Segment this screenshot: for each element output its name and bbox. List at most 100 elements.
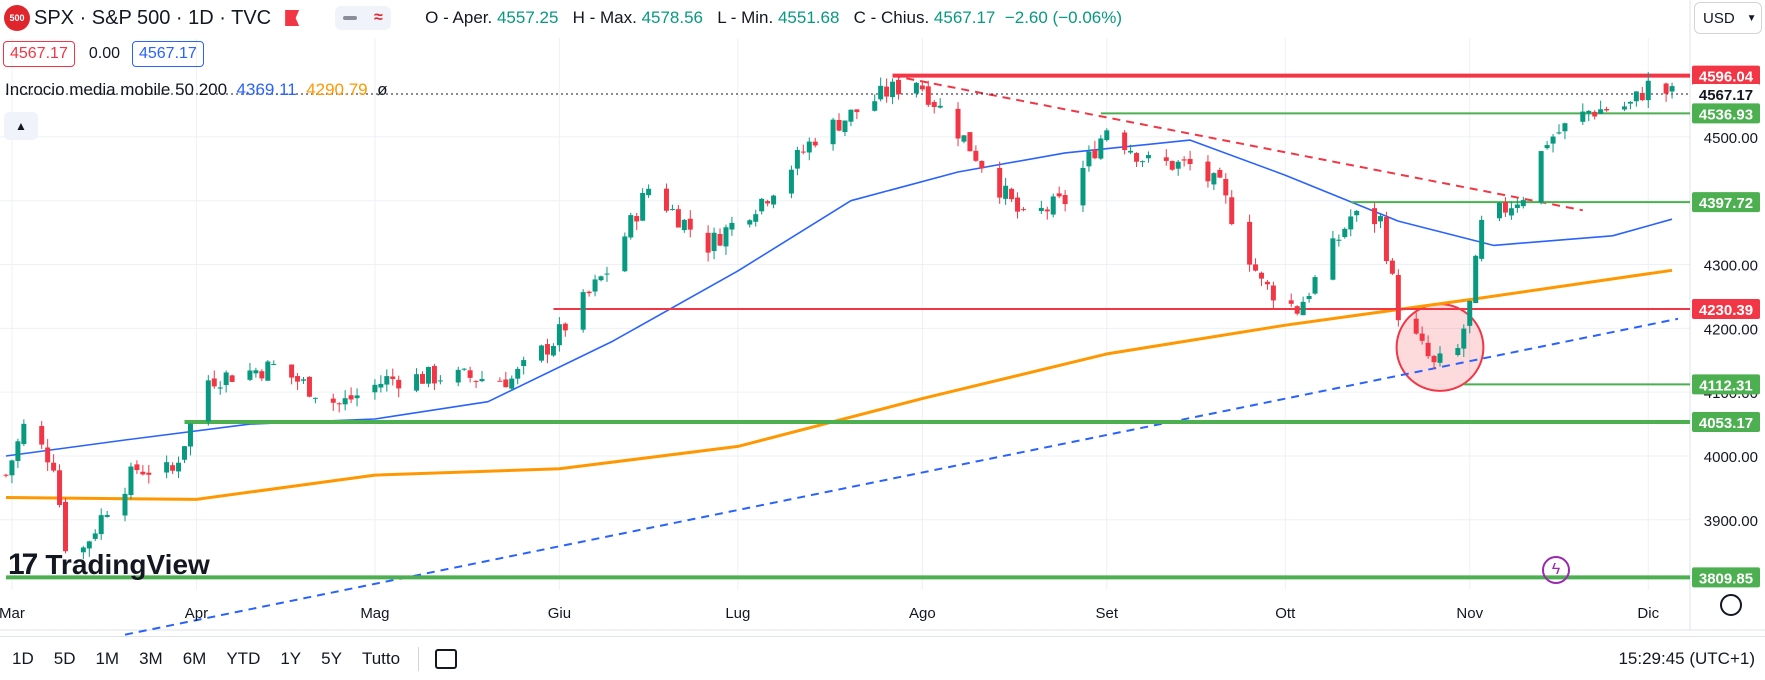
candle-body — [1086, 151, 1092, 167]
level-badge-label: 4536.93 — [1699, 106, 1753, 123]
candle-body — [717, 233, 723, 246]
candle-body — [1621, 106, 1627, 110]
range-1d[interactable]: 1D — [12, 648, 34, 668]
chart-style-toggle[interactable]: ≈ — [335, 6, 392, 30]
collapse-legend-button[interactable]: ▲ — [4, 112, 38, 140]
low-label: L - Min. — [717, 8, 774, 27]
candle-body — [134, 464, 140, 471]
candle-body — [187, 423, 193, 447]
candle-body — [723, 227, 729, 247]
candle-body — [592, 279, 598, 292]
level-badge — [1692, 374, 1760, 395]
ma50-value: 4369.11 — [236, 80, 297, 99]
candle-body — [1205, 161, 1211, 182]
buy-price-button[interactable]: 4567.17 — [131, 41, 204, 67]
candle-body — [146, 472, 152, 475]
currency-label: USD — [1703, 9, 1735, 27]
indicator-name: Incrocio media mobile 50 200 — [5, 80, 228, 99]
candle-body — [1508, 208, 1514, 216]
candle-body — [539, 345, 545, 361]
candle-body — [1550, 136, 1556, 144]
candle-body — [1169, 161, 1175, 170]
candle-body — [1080, 167, 1086, 206]
price-tick-label: 4000.00 — [1704, 449, 1758, 466]
candle-body — [1211, 173, 1217, 185]
range-6m[interactable]: 6M — [182, 648, 207, 668]
candle-body — [437, 380, 443, 382]
price-chart[interactable]: 3900.004000.004100.004200.004300.004400.… — [0, 0, 1765, 636]
settings-icon[interactable] — [1720, 594, 1742, 616]
indicator-legend[interactable]: Incrocio media mobile 50 200 4369.11 429… — [5, 80, 387, 100]
calendar-icon[interactable] — [435, 648, 458, 669]
time-tick-label: Lug — [725, 605, 750, 622]
level-badge — [1692, 412, 1760, 433]
candle-body — [640, 192, 646, 221]
trendline[interactable] — [124, 317, 1679, 636]
level-badge — [1692, 84, 1760, 105]
candle-body — [711, 232, 717, 252]
candle-body — [747, 220, 753, 225]
range-3m[interactable]: 3M — [139, 648, 163, 668]
currency-selector[interactable]: USD ▼ — [1694, 2, 1762, 34]
candle-body — [1461, 328, 1467, 349]
candle-body — [729, 222, 735, 230]
candle-body — [1348, 216, 1354, 230]
level-badge-label: 4053.17 — [1699, 415, 1753, 432]
candle-body — [3, 474, 9, 476]
candle-body — [848, 109, 854, 122]
candle-body — [1395, 274, 1401, 321]
sell-price-button[interactable]: 4567.17 — [3, 41, 75, 67]
candle-body — [306, 376, 312, 397]
candle-body — [176, 462, 182, 472]
tradingview-logo[interactable]: 17 TradingView — [8, 548, 210, 582]
candle-body — [896, 79, 902, 95]
candle-body — [1092, 149, 1098, 159]
candle-body — [675, 209, 681, 228]
level-badge — [1692, 65, 1760, 86]
candle-body — [550, 345, 556, 356]
price-tick-label: 4500.00 — [1704, 130, 1758, 147]
candle-body — [634, 216, 640, 222]
lightning-icon[interactable]: ϟ — [1542, 556, 1570, 584]
candle-body — [1181, 159, 1187, 161]
range-1m[interactable]: 1M — [95, 648, 120, 668]
candle-body — [509, 378, 515, 389]
candle-body — [997, 167, 1003, 198]
flag-icon[interactable] — [285, 10, 300, 26]
candle-body — [1342, 228, 1348, 238]
candle-body — [1104, 130, 1110, 141]
low-value: 4551.68 — [777, 8, 840, 27]
range-1y[interactable]: 1Y — [280, 648, 302, 668]
candle-body — [295, 376, 301, 382]
candle-body — [336, 403, 342, 405]
candle-body — [1229, 197, 1235, 225]
candle-body — [1015, 197, 1021, 212]
candle-body — [98, 515, 104, 535]
candle-body — [1270, 285, 1276, 301]
level-badge — [1692, 567, 1760, 588]
candle-body — [289, 364, 295, 378]
range-tutto[interactable]: Tutto — [361, 648, 401, 668]
candle-body — [1669, 86, 1675, 92]
tradingview-mark-icon: 17 — [8, 548, 38, 581]
candle-body — [1306, 295, 1312, 300]
candle-body — [1128, 150, 1134, 153]
symbol-title[interactable]: SPX · S&P 500 · 1D · TVC — [34, 6, 272, 29]
clock-readout: 15:29:45 (UTC+1) — [1618, 649, 1755, 668]
time-tick-label: Mag — [360, 605, 389, 622]
candle-body — [39, 426, 45, 445]
price-tick-label: 4200.00 — [1704, 321, 1758, 338]
candle-body — [1145, 155, 1151, 159]
range-5d[interactable]: 5D — [53, 648, 76, 668]
range-ytd[interactable]: YTD — [226, 648, 261, 668]
candle-body — [21, 423, 27, 444]
candle-body — [9, 460, 15, 476]
level-badge-label: 4112.31 — [1699, 377, 1752, 394]
range-5y[interactable]: 5Y — [321, 648, 342, 668]
trendline[interactable] — [892, 74, 1583, 212]
candle-body — [753, 214, 759, 222]
candle-body — [247, 370, 253, 380]
candle-body — [1592, 111, 1598, 117]
candle-body — [1336, 239, 1342, 241]
candle-body — [1377, 216, 1383, 222]
